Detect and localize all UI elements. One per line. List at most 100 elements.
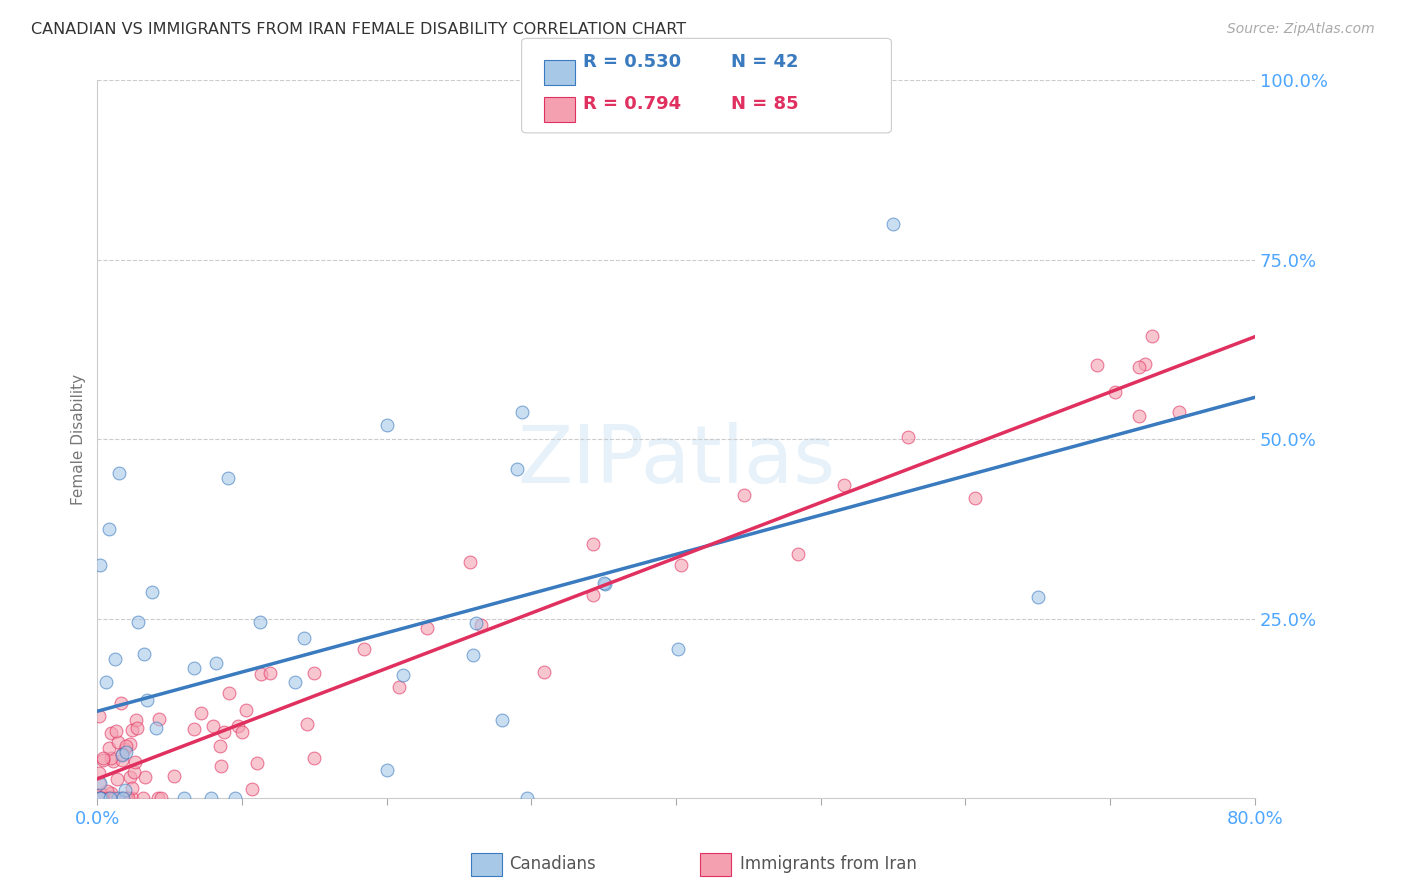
Point — [111, 747, 134, 762]
Point — [125, 721, 148, 735]
Point — [231, 725, 253, 739]
Point — [91, 753, 114, 767]
Point — [100, 726, 122, 740]
Point — [458, 555, 481, 569]
Point — [250, 666, 273, 681]
Point — [284, 674, 307, 689]
Point — [124, 713, 146, 727]
Point — [510, 405, 533, 419]
Point — [111, 791, 134, 805]
Point — [122, 765, 145, 780]
Point — [87, 709, 110, 723]
Point — [132, 647, 155, 661]
Point — [114, 791, 136, 805]
Point — [208, 739, 231, 754]
Point — [121, 781, 143, 796]
Point — [582, 589, 605, 603]
Point — [145, 722, 167, 736]
Point — [965, 491, 987, 506]
Point — [463, 648, 485, 663]
Point — [259, 665, 281, 680]
Point — [246, 756, 269, 770]
Text: R = 0.530: R = 0.530 — [583, 53, 682, 70]
Point — [105, 772, 128, 786]
Point — [87, 766, 110, 780]
Point — [240, 781, 263, 796]
Point — [304, 665, 326, 680]
Point — [582, 537, 605, 551]
Point — [89, 791, 111, 805]
Point — [1142, 329, 1164, 343]
Point — [100, 751, 122, 765]
Point — [733, 488, 755, 502]
Point — [121, 723, 143, 737]
Point — [98, 791, 121, 805]
Point — [98, 791, 121, 805]
Point — [375, 763, 398, 777]
Point — [163, 768, 186, 782]
Point — [1026, 590, 1049, 604]
Point — [173, 791, 195, 805]
Point — [150, 791, 173, 805]
Text: Canadians: Canadians — [509, 855, 596, 873]
Point — [108, 467, 131, 481]
Point — [97, 522, 120, 536]
Point — [292, 632, 315, 646]
Point — [516, 791, 538, 805]
Point — [593, 577, 616, 591]
Point — [897, 430, 920, 444]
Point — [671, 558, 693, 572]
Point — [302, 751, 325, 765]
Point — [249, 615, 271, 630]
Point — [1135, 357, 1157, 371]
Point — [96, 784, 118, 798]
Point — [94, 674, 117, 689]
Point — [183, 661, 205, 675]
Point — [103, 791, 125, 805]
Point — [111, 753, 134, 767]
Text: CANADIAN VS IMMIGRANTS FROM IRAN FEMALE DISABILITY CORRELATION CHART: CANADIAN VS IMMIGRANTS FROM IRAN FEMALE … — [31, 22, 686, 37]
Point — [416, 621, 439, 635]
Point — [115, 745, 138, 759]
Point — [787, 548, 810, 562]
Point — [224, 791, 246, 805]
Point — [201, 718, 224, 732]
Point — [295, 717, 318, 731]
Point — [127, 615, 149, 629]
Point — [832, 478, 855, 492]
Point — [91, 751, 114, 765]
Point — [1128, 409, 1150, 424]
Text: Immigrants from Iran: Immigrants from Iran — [740, 855, 917, 873]
Point — [89, 791, 111, 805]
Point — [470, 618, 492, 632]
Point — [533, 665, 555, 679]
Point — [1085, 359, 1108, 373]
Point — [134, 770, 156, 784]
Text: R = 0.794: R = 0.794 — [583, 95, 682, 113]
Point — [110, 791, 132, 805]
Point — [141, 585, 163, 599]
Point — [228, 718, 250, 732]
Point — [107, 791, 129, 805]
Point — [120, 737, 142, 751]
Point — [98, 740, 121, 755]
Point — [205, 656, 228, 670]
Point — [235, 703, 257, 717]
Point — [183, 722, 205, 736]
Point — [200, 791, 222, 805]
Point — [117, 791, 139, 805]
Point — [121, 791, 143, 805]
Point — [118, 770, 141, 784]
Point — [89, 791, 111, 805]
Point — [148, 712, 170, 726]
Text: Source: ZipAtlas.com: Source: ZipAtlas.com — [1227, 22, 1375, 37]
Point — [107, 735, 129, 749]
Point — [110, 696, 132, 710]
Point — [491, 713, 513, 727]
Point — [190, 706, 212, 721]
Point — [465, 616, 488, 631]
Point — [114, 741, 136, 756]
Point — [1128, 360, 1150, 375]
Point — [100, 786, 122, 800]
Point — [103, 754, 125, 768]
